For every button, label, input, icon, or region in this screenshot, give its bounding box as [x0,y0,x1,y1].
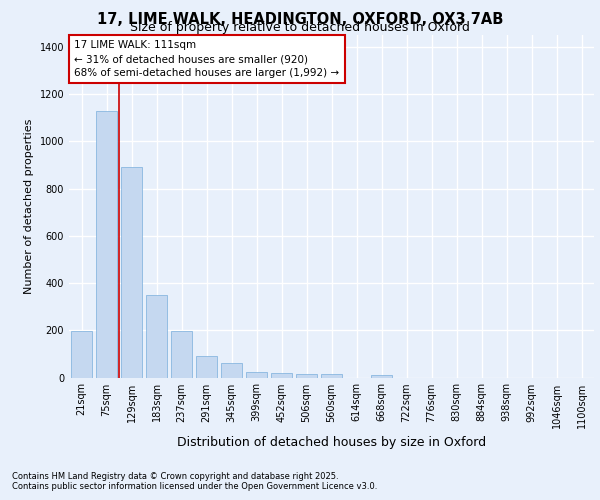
Bar [96,110,117,378]
Bar [221,364,242,378]
Bar [321,374,342,378]
Bar [196,356,217,378]
Text: Size of property relative to detached houses in Oxford: Size of property relative to detached ho… [130,22,470,35]
Text: Contains public sector information licensed under the Open Government Licence v3: Contains public sector information licen… [12,482,377,491]
Bar [171,330,192,378]
Text: 17 LIME WALK: 111sqm
← 31% of detached houses are smaller (920)
68% of semi-deta: 17 LIME WALK: 111sqm ← 31% of detached h… [74,40,340,78]
Bar [71,332,92,378]
Bar [271,373,292,378]
Bar [121,168,142,378]
Bar [246,372,267,378]
Bar [371,375,392,378]
Text: Contains HM Land Registry data © Crown copyright and database right 2025.: Contains HM Land Registry data © Crown c… [12,472,338,481]
Bar [296,374,317,378]
X-axis label: Distribution of detached houses by size in Oxford: Distribution of detached houses by size … [177,436,486,449]
Bar [146,295,167,378]
Y-axis label: Number of detached properties: Number of detached properties [24,118,34,294]
Text: 17, LIME WALK, HEADINGTON, OXFORD, OX3 7AB: 17, LIME WALK, HEADINGTON, OXFORD, OX3 7… [97,12,503,26]
